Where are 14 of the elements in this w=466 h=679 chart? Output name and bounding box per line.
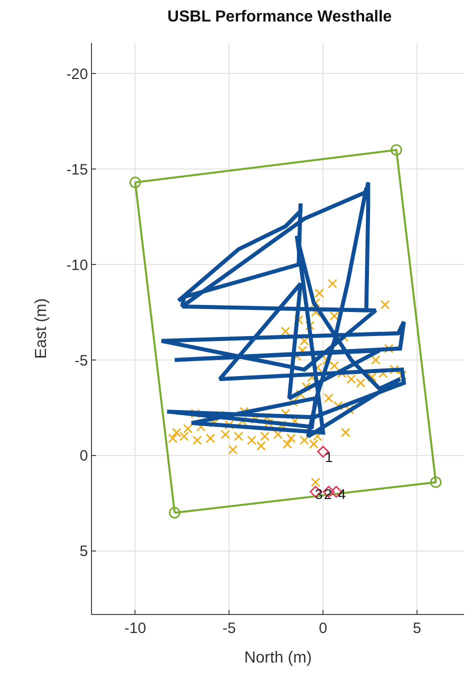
chart-title: USBL Performance Westhalle (167, 8, 392, 26)
y-tick-label: 0 (80, 448, 88, 465)
y-tick-label: -20 (66, 66, 88, 83)
x-tick-label: -10 (124, 620, 146, 637)
y-tick-label: -10 (66, 256, 88, 274)
x-tick-label: 5 (412, 620, 422, 637)
x-tick-label: 0 (318, 620, 328, 637)
x-tick-label: -5 (222, 620, 236, 637)
y-tick-label: -15 (66, 161, 88, 178)
annotation: 1 (325, 449, 333, 465)
x-axis-title: North (m) (244, 650, 312, 667)
y-axis-title: East (m) (33, 298, 50, 359)
y-tick-label: -5 (74, 352, 88, 370)
y-tick-label: 5 (80, 543, 88, 560)
